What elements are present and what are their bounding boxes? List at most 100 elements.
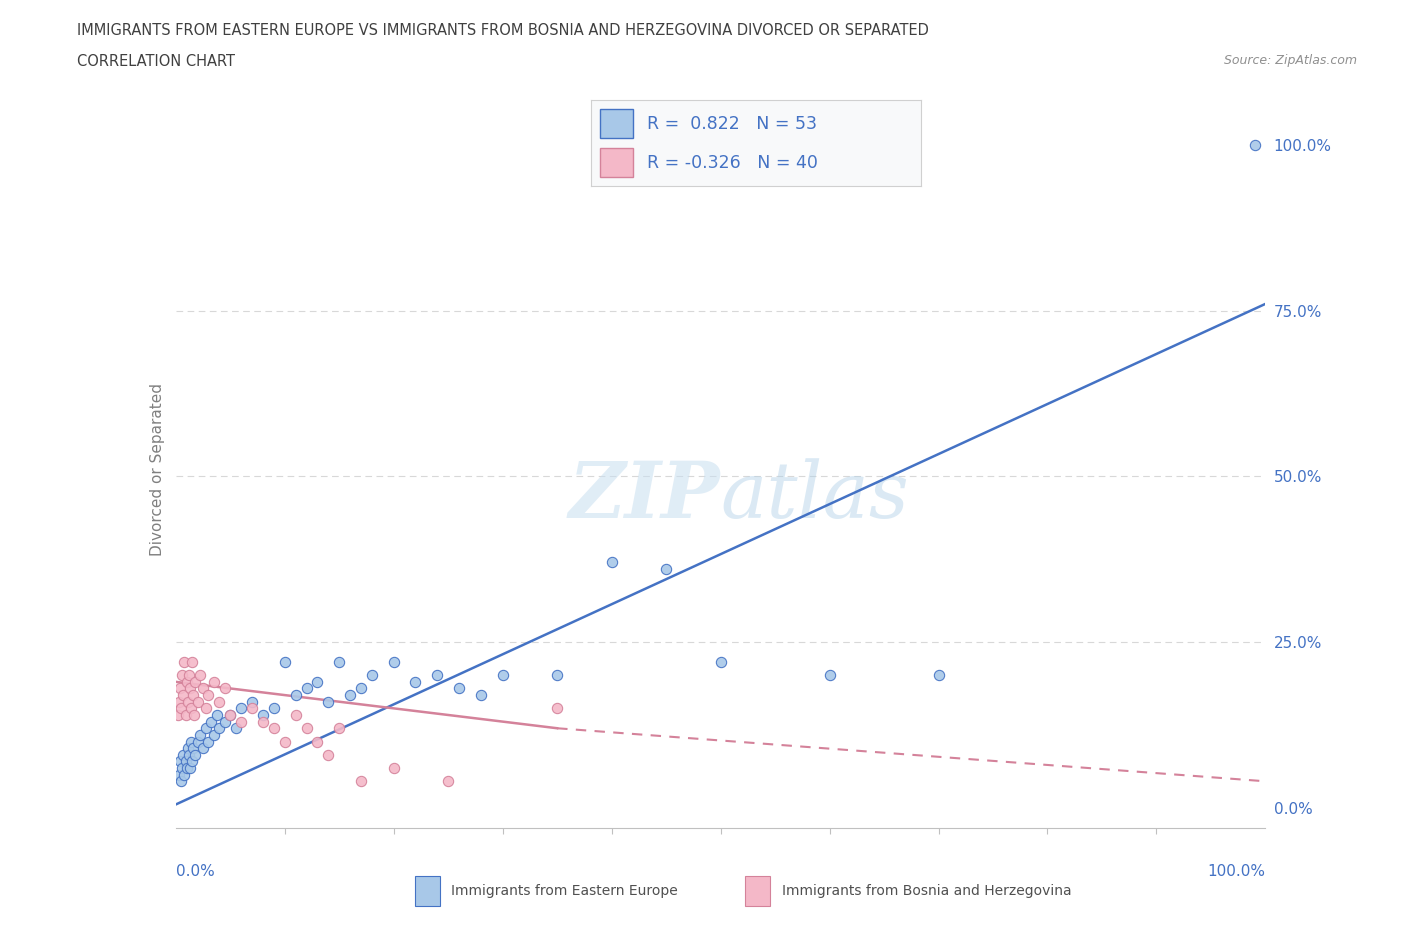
Point	[181, 655, 204, 670]
Point	[191, 681, 214, 696]
Point	[177, 740, 200, 755]
Point	[252, 714, 274, 729]
Point	[655, 562, 678, 577]
Point	[295, 721, 318, 736]
Point	[382, 761, 405, 776]
Point	[252, 708, 274, 723]
Point	[339, 687, 361, 702]
Point	[180, 701, 202, 716]
Point	[818, 668, 841, 683]
Point	[177, 695, 200, 710]
Point	[167, 695, 190, 710]
Point	[405, 674, 427, 689]
Bar	[600, 149, 634, 178]
Point	[183, 708, 205, 723]
Point	[170, 774, 193, 789]
Point	[205, 708, 228, 723]
Text: R =  0.822   N = 53: R = 0.822 N = 53	[647, 114, 817, 133]
Point	[172, 748, 194, 763]
Point	[191, 740, 214, 755]
Point	[197, 734, 219, 749]
Point	[184, 674, 207, 689]
Point	[172, 761, 194, 776]
Point	[195, 721, 218, 736]
Point	[188, 668, 211, 683]
Point	[173, 655, 195, 670]
Point	[350, 774, 373, 789]
Text: Immigrants from Bosnia and Herzegovina: Immigrants from Bosnia and Herzegovina	[782, 884, 1071, 898]
Point	[350, 681, 373, 696]
Text: CORRELATION CHART: CORRELATION CHART	[77, 54, 235, 69]
Point	[492, 668, 515, 683]
Point	[202, 727, 225, 742]
Point	[546, 701, 568, 716]
Point	[284, 708, 307, 723]
Point	[361, 668, 384, 683]
Point	[174, 708, 197, 723]
Point	[1243, 138, 1265, 153]
Point	[177, 668, 200, 683]
Point	[426, 668, 449, 683]
Point	[219, 708, 242, 723]
Point	[195, 701, 218, 716]
Point	[202, 674, 225, 689]
Point	[167, 767, 190, 782]
Point	[437, 774, 460, 789]
Point	[328, 721, 350, 736]
Point	[546, 668, 568, 683]
Point	[170, 701, 193, 716]
Point	[263, 701, 285, 716]
Point	[169, 681, 191, 696]
Point	[197, 687, 219, 702]
Point	[173, 767, 195, 782]
Point	[176, 674, 198, 689]
Text: 100.0%: 100.0%	[1208, 864, 1265, 879]
Point	[231, 714, 253, 729]
Point	[174, 754, 197, 769]
Point	[214, 681, 236, 696]
Point	[214, 714, 236, 729]
Point	[188, 727, 211, 742]
Point	[318, 695, 340, 710]
Point	[180, 734, 202, 749]
Text: R = -0.326   N = 40: R = -0.326 N = 40	[647, 153, 817, 172]
Text: Immigrants from Eastern Europe: Immigrants from Eastern Europe	[451, 884, 678, 898]
Point	[295, 681, 318, 696]
Text: atlas: atlas	[721, 458, 910, 535]
Point	[208, 695, 231, 710]
Point	[274, 655, 297, 670]
Point	[307, 674, 329, 689]
Text: IMMIGRANTS FROM EASTERN EUROPE VS IMMIGRANTS FROM BOSNIA AND HERZEGOVINA DIVORCE: IMMIGRANTS FROM EASTERN EUROPE VS IMMIGR…	[77, 23, 929, 38]
Point	[169, 754, 191, 769]
Point	[208, 721, 231, 736]
Bar	[600, 109, 634, 138]
Point	[176, 761, 198, 776]
Point	[928, 668, 950, 683]
Point	[284, 687, 307, 702]
Y-axis label: Divorced or Separated: Divorced or Separated	[149, 383, 165, 556]
Point	[177, 748, 200, 763]
Point	[167, 708, 190, 723]
Text: ZIP: ZIP	[569, 458, 721, 535]
Point	[181, 754, 204, 769]
Point	[263, 721, 285, 736]
Point	[600, 555, 623, 570]
Text: Source: ZipAtlas.com: Source: ZipAtlas.com	[1223, 54, 1357, 67]
Point	[172, 687, 194, 702]
Point	[200, 714, 222, 729]
Point	[181, 740, 204, 755]
Point	[274, 734, 297, 749]
Point	[240, 701, 263, 716]
Point	[186, 734, 209, 749]
Point	[179, 681, 201, 696]
Point	[382, 655, 405, 670]
Point	[328, 655, 350, 670]
Point	[231, 701, 253, 716]
Point	[470, 687, 492, 702]
Point	[172, 668, 194, 683]
Point	[179, 761, 201, 776]
Point	[710, 655, 733, 670]
Point	[447, 681, 470, 696]
Point	[181, 687, 204, 702]
Point	[318, 748, 340, 763]
